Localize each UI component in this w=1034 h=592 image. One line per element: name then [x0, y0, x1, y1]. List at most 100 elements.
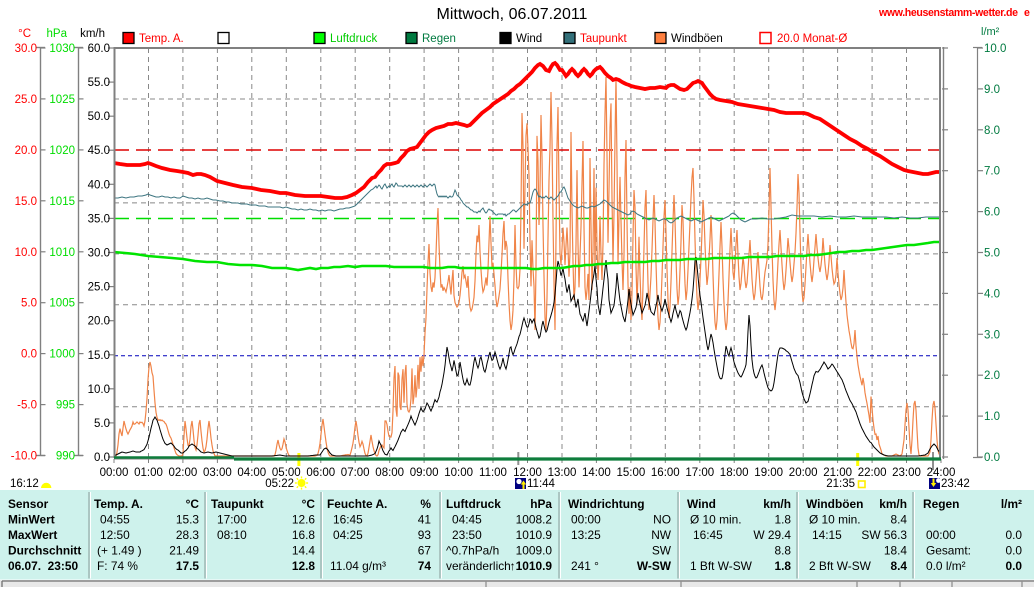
svg-text:23:00: 23:00 [892, 467, 921, 479]
svg-text:23:50: 23:50 [452, 528, 482, 542]
svg-text:16.8: 16.8 [292, 528, 316, 542]
svg-text:14.4: 14.4 [292, 544, 316, 558]
svg-text:10.0: 10.0 [88, 384, 110, 396]
svg-text:1.8: 1.8 [774, 559, 791, 573]
svg-text:^0.7hPa/h: ^0.7hPa/h [446, 544, 499, 558]
svg-text:08:00: 08:00 [375, 467, 404, 479]
svg-text:5.0: 5.0 [94, 418, 110, 430]
svg-text:hPa: hPa [47, 28, 68, 40]
svg-text:93: 93 [418, 528, 432, 542]
svg-text:l/m²: l/m² [981, 26, 1000, 38]
svg-text:19:00: 19:00 [754, 467, 783, 479]
svg-text:SW: SW [652, 544, 672, 558]
svg-text:23:42: 23:42 [941, 478, 970, 490]
svg-text:www.heusenstamm-wetter.de: www.heusenstamm-wetter.de [878, 7, 1018, 19]
svg-text:50.0: 50.0 [88, 111, 110, 123]
svg-text:MaxWert: MaxWert [8, 528, 57, 542]
svg-text:00:00: 00:00 [100, 467, 129, 479]
svg-text:2.0: 2.0 [984, 370, 1000, 382]
svg-text:20.0: 20.0 [88, 316, 110, 328]
svg-text:16:00: 16:00 [651, 467, 680, 479]
svg-text:W-SW: W-SW [637, 559, 672, 573]
svg-text:0.0: 0.0 [94, 452, 110, 464]
svg-text:04:25: 04:25 [333, 528, 363, 542]
svg-text:22:00: 22:00 [858, 467, 887, 479]
svg-text:30.0: 30.0 [15, 43, 37, 55]
svg-text:01:00: 01:00 [134, 467, 163, 479]
svg-text:10.0: 10.0 [984, 43, 1006, 55]
svg-text:8.8: 8.8 [774, 544, 791, 558]
svg-text:Luftdruck: Luftdruck [330, 33, 378, 45]
svg-text:17:00: 17:00 [217, 513, 247, 527]
svg-text:°C: °C [302, 497, 316, 511]
svg-text:(+ 1.49 ): (+ 1.49 ) [97, 544, 142, 558]
svg-text:17.5: 17.5 [176, 559, 200, 573]
svg-text:Windböen: Windböen [806, 497, 863, 511]
svg-text:21:00: 21:00 [823, 467, 852, 479]
svg-text:0.0: 0.0 [1005, 544, 1022, 558]
svg-text:14:00: 14:00 [582, 467, 611, 479]
svg-text:8.4: 8.4 [890, 513, 907, 527]
svg-text:Ø 10 min.: Ø 10 min. [690, 513, 742, 527]
svg-text:Regen: Regen [923, 497, 959, 511]
svg-text:Taupunkt: Taupunkt [580, 33, 627, 45]
svg-text:Wind: Wind [687, 497, 716, 511]
svg-text:2 Bft W-SW: 2 Bft W-SW [809, 559, 872, 573]
svg-text:8.0: 8.0 [984, 125, 1000, 137]
svg-text:12:00: 12:00 [513, 467, 542, 479]
svg-text:13:00: 13:00 [548, 467, 577, 479]
svg-text:1010: 1010 [49, 247, 75, 259]
svg-text:Sensor: Sensor [8, 497, 49, 511]
svg-text:20.0: 20.0 [15, 145, 37, 157]
svg-text:05:00: 05:00 [272, 467, 301, 479]
svg-text:6.0: 6.0 [984, 207, 1000, 219]
svg-text:-10.0: -10.0 [11, 451, 37, 463]
svg-text:12:50: 12:50 [100, 528, 130, 542]
svg-text:16:45: 16:45 [693, 528, 723, 542]
svg-text:1000: 1000 [49, 349, 75, 361]
svg-text:8.4: 8.4 [890, 559, 907, 573]
svg-text:NW: NW [651, 528, 672, 542]
svg-text:20:00: 20:00 [789, 467, 818, 479]
svg-text:08:10: 08:10 [217, 528, 247, 542]
svg-text:-5.0: -5.0 [17, 400, 37, 412]
svg-text:F: 74 %: F: 74 % [97, 559, 138, 573]
svg-text:35.0: 35.0 [88, 213, 110, 225]
svg-text:5.0: 5.0 [21, 298, 37, 310]
svg-text:18.4: 18.4 [884, 544, 908, 558]
svg-text:1009.0: 1009.0 [516, 544, 553, 558]
svg-text:995: 995 [56, 400, 75, 412]
svg-text:12.6: 12.6 [292, 513, 316, 527]
svg-text:1.0: 1.0 [984, 411, 1000, 423]
svg-text:1008.2: 1008.2 [516, 513, 553, 527]
svg-text:67: 67 [418, 544, 432, 558]
svg-text:1020: 1020 [49, 145, 75, 157]
svg-text:09:00: 09:00 [410, 467, 439, 479]
svg-text:06:00: 06:00 [306, 467, 335, 479]
svg-text:1005: 1005 [49, 298, 75, 310]
svg-text:l/m²: l/m² [1001, 497, 1022, 511]
svg-text:25.0: 25.0 [15, 94, 37, 106]
svg-text:25.0: 25.0 [88, 282, 110, 294]
svg-text:Windböen: Windböen [671, 33, 723, 45]
svg-text:↑1010.9: ↑1010.9 [510, 559, 553, 573]
svg-text:10:00: 10:00 [444, 467, 473, 479]
svg-text:1015: 1015 [49, 196, 75, 208]
svg-text:km/h: km/h [879, 497, 907, 511]
svg-text:28.3: 28.3 [176, 528, 200, 542]
svg-text:10.0: 10.0 [15, 247, 37, 259]
svg-text:Windrichtung: Windrichtung [568, 497, 645, 511]
svg-text:16:45: 16:45 [333, 513, 363, 527]
svg-text:02:00: 02:00 [169, 467, 198, 479]
svg-text:°C: °C [186, 497, 200, 511]
svg-text:veränderlich: veränderlich [446, 559, 511, 573]
svg-text:km/h: km/h [80, 28, 105, 40]
svg-text:04:55: 04:55 [100, 513, 130, 527]
svg-text:1025: 1025 [49, 94, 75, 106]
svg-text:Durchschnitt: Durchschnitt [8, 544, 81, 558]
svg-text:Ø 10 min.: Ø 10 min. [809, 513, 861, 527]
svg-text:Wind: Wind [516, 33, 542, 45]
svg-text:0.0 l/m²: 0.0 l/m² [926, 559, 966, 573]
svg-text:1.8: 1.8 [774, 513, 791, 527]
svg-text:00:00: 00:00 [571, 513, 601, 527]
